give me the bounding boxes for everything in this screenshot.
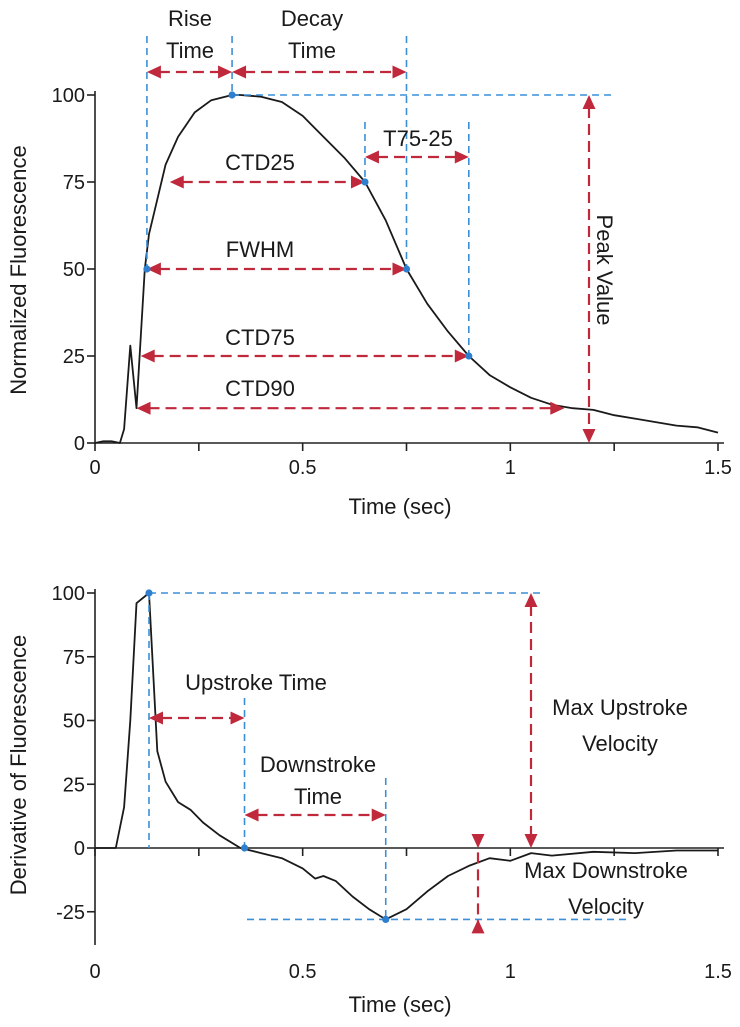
arrow-ctd90-head-left	[136, 401, 151, 415]
arrow-fwhm-head-left	[146, 262, 161, 276]
x-tick-label: 1	[505, 961, 516, 983]
y-tick-label: 0	[74, 433, 85, 455]
arrow-upstroke-time-head-right	[230, 711, 245, 725]
label-max-downstroke-line1: Max Downstroke	[524, 858, 688, 883]
arrow-max-downstroke-velocity-head-down	[471, 834, 485, 848]
arrow-t75-25-head-left	[364, 150, 379, 164]
marker-point	[228, 91, 236, 99]
y-tick-label: 75	[63, 172, 85, 194]
derivative-chart: 0 0.5 1 1.5 -25 0 25 50 75 100 Time (sec) Derivativ…	[6, 583, 732, 1017]
arrow-ctd75-head-right	[454, 349, 469, 363]
label-ctd90: CTD90	[225, 376, 295, 401]
arrow-decay-time-head-left	[232, 65, 247, 79]
label-peak-value: Peak Value	[592, 215, 617, 326]
arrow-peak-value-head-up	[582, 95, 596, 109]
arrow-ctd25-head-left	[169, 175, 184, 189]
x-tick-label: 0.5	[289, 457, 317, 479]
x-tick-label: 0	[89, 457, 100, 479]
y-tick-label: 100	[52, 85, 85, 107]
arrow-downstroke-time-head-right	[371, 808, 386, 822]
y-tick-label: 50	[63, 711, 85, 733]
y-tick-label: 100	[52, 583, 85, 605]
fluorescence-chart: 0 0.5 1 1.5 0 25 50 75 100 Time (sec) Normalized F…	[6, 6, 732, 519]
x-tick-label: 1.5	[704, 457, 732, 479]
arrow-ctd25-head-right	[350, 175, 365, 189]
marker-point	[240, 844, 249, 852]
label-max-upstroke-line1: Max Upstroke	[552, 695, 688, 720]
fluorescence-trace	[94, 94, 719, 444]
label-max-downstroke-line2: Velocity	[568, 894, 644, 919]
y-tick-label: 75	[63, 647, 85, 669]
x-tick-label: 1	[505, 457, 516, 479]
arrow-upstroke-time-head-left	[148, 711, 163, 725]
label-decay-time-line1: Decay	[281, 6, 343, 31]
label-rise-time-line2: Time	[166, 38, 214, 63]
label-downstroke-time-line2: Time	[294, 784, 342, 809]
y-tick-label: 0	[74, 838, 85, 860]
label-decay-time-line2: Time	[288, 38, 336, 63]
marker-point	[361, 178, 369, 186]
marker-point	[402, 265, 411, 273]
x-tick-label: 0	[89, 961, 100, 983]
label-rise-time-line1: Rise	[168, 6, 212, 31]
y-tick-label: 25	[63, 346, 85, 368]
x-tick-label: 1.5	[704, 961, 732, 983]
label-ctd25: CTD25	[225, 150, 295, 175]
y-tick-label: -25	[56, 902, 85, 924]
marker-point	[465, 352, 473, 360]
x-axis-title: Time (sec)	[348, 992, 451, 1017]
y-tick-label: 25	[63, 774, 85, 796]
x-axis-title: Time (sec)	[348, 494, 451, 519]
y-axis-title: Derivative of Fluorescence	[6, 635, 31, 895]
arrow-peak-value-head-down	[582, 429, 596, 443]
arrow-ctd75-head-left	[140, 349, 155, 363]
arrow-max-upstroke-velocity-head-down	[524, 834, 538, 848]
label-upstroke-time: Upstroke Time	[185, 670, 327, 695]
arrow-decay-time-head-right	[392, 65, 407, 79]
arrow-ctd90-head-right	[550, 401, 565, 415]
derivative-trace	[95, 592, 718, 921]
arrow-max-upstroke-velocity-head-up	[524, 593, 538, 607]
label-downstroke-time-line1: Downstroke	[260, 752, 376, 777]
label-ctd75: CTD75	[225, 325, 295, 350]
arrow-max-downstroke-velocity-head-up	[471, 919, 485, 934]
label-t75-25: T75-25	[383, 126, 453, 151]
label-max-upstroke-line2: Velocity	[582, 731, 658, 756]
marker-point	[145, 589, 153, 597]
arrow-fwhm-head-right	[392, 262, 407, 276]
arrow-t75-25-head-right	[454, 150, 469, 164]
marker-point	[143, 265, 151, 273]
arrow-rise-time-head-left	[146, 65, 161, 79]
arrow-downstroke-time-head-left	[244, 808, 259, 822]
marker-point	[382, 915, 390, 924]
label-fwhm: FWHM	[226, 237, 294, 262]
y-axis-title: Normalized Fluorescence	[6, 145, 31, 394]
y-tick-label: 50	[63, 259, 85, 281]
arrow-rise-time-head-right	[218, 65, 233, 79]
x-tick-label: 0.5	[289, 961, 317, 983]
